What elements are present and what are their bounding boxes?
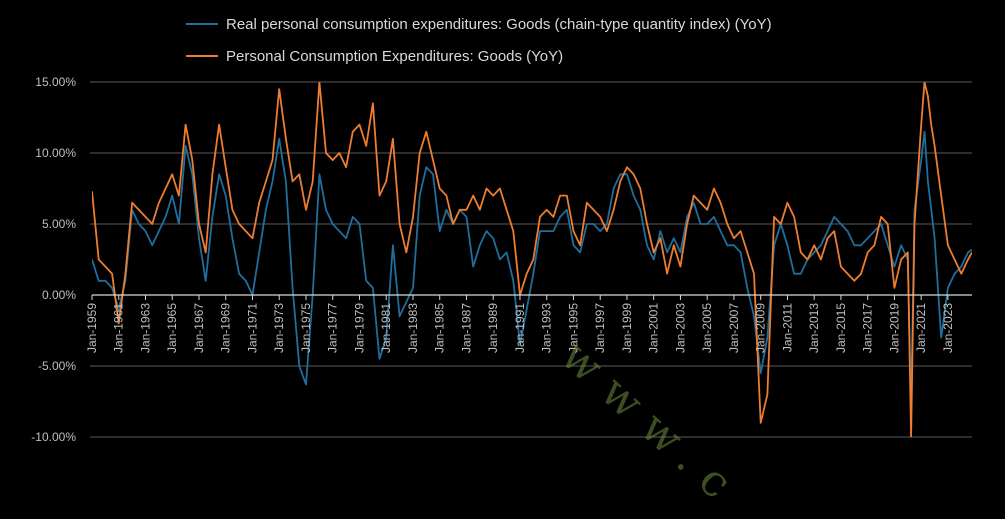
x-tick-label: Jan-1985 xyxy=(433,303,447,353)
x-tick-label: Jan-1959 xyxy=(85,303,99,353)
chart-legend: Real personal consumption expenditures: … xyxy=(186,8,772,72)
x-tick-label: Jan-1983 xyxy=(406,303,420,353)
x-tick-label: Jan-2005 xyxy=(700,303,714,353)
legend-swatch-blue xyxy=(186,23,218,25)
x-tick-label: Jan-1971 xyxy=(245,303,259,353)
x-tick-label: Jan-2003 xyxy=(673,303,687,353)
x-tick-label: Jan-1997 xyxy=(593,303,607,353)
x-tick-label: Jan-1991 xyxy=(513,303,527,353)
x-tick-label: Jan-1963 xyxy=(138,303,152,353)
x-tick-label: Jan-1993 xyxy=(540,303,554,353)
x-tick-label: Jan-2023 xyxy=(941,303,955,353)
x-tick-label: Jan-1995 xyxy=(566,303,580,353)
x-tick-label: Jan-2019 xyxy=(887,303,901,353)
y-tick-label: -5.00% xyxy=(38,359,76,373)
legend-item-pce-goods: Personal Consumption Expenditures: Goods… xyxy=(186,40,772,72)
y-tick-label: 10.00% xyxy=(35,146,76,160)
x-tick-label: Jan-2011 xyxy=(780,303,794,352)
x-tick-label: Jan-1975 xyxy=(299,303,313,353)
legend-item-real-pce-goods: Real personal consumption expenditures: … xyxy=(186,8,772,40)
x-tick-label: Jan-1999 xyxy=(620,303,634,353)
x-tick-label: Jan-1973 xyxy=(272,303,286,353)
x-tick-label: Jan-1967 xyxy=(192,303,206,353)
x-tick-label: Jan-2017 xyxy=(861,303,875,353)
x-tick-label: Jan-2013 xyxy=(807,303,821,353)
x-tick-label: Jan-2001 xyxy=(647,303,661,353)
x-tick-label: Jan-1977 xyxy=(326,303,340,353)
y-tick-label: -10.00% xyxy=(31,430,76,444)
legend-label: Real personal consumption expenditures: … xyxy=(226,15,772,33)
x-tick-label: Jan-1979 xyxy=(352,303,366,353)
x-tick-label: Jan-2021 xyxy=(914,303,928,353)
x-tick-label: Jan-1987 xyxy=(459,303,473,353)
series-line-pce-goods xyxy=(92,82,972,437)
x-tick-label: Jan-1989 xyxy=(486,303,500,353)
line-chart: 15.00% 10.00% 5.00% 0.00% -5.00% -10.00% Jan-1… xyxy=(31,75,972,444)
x-tick-label: Jan-2009 xyxy=(754,303,768,353)
x-tick-label: Jan-2015 xyxy=(834,303,848,353)
x-tick-label: Jan-1965 xyxy=(165,303,179,353)
y-tick-label: 15.00% xyxy=(35,75,76,89)
x-tick-label: Jan-1969 xyxy=(219,303,233,353)
y-tick-label: 5.00% xyxy=(42,217,76,231)
x-tick-label: Jan-1961 xyxy=(112,303,126,353)
legend-swatch-orange xyxy=(186,55,218,57)
y-tick-label: 0.00% xyxy=(42,288,76,302)
x-tick-label: Jan-2007 xyxy=(727,303,741,353)
legend-label: Personal Consumption Expenditures: Goods… xyxy=(226,47,564,65)
x-tick-label: Jan-1981 xyxy=(379,303,393,353)
series-line-real-pce-goods xyxy=(92,130,972,410)
